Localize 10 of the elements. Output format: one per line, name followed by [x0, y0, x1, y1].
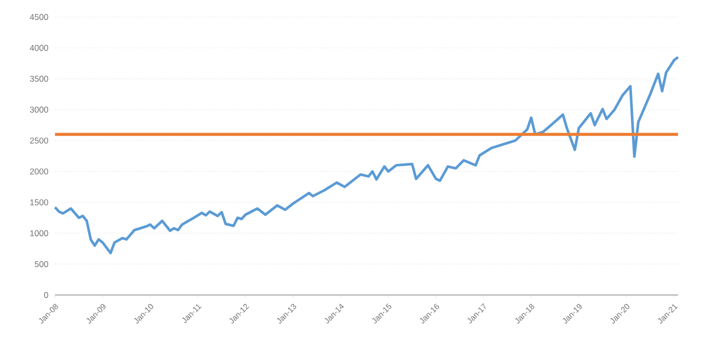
y-tick-label: 2000: [30, 168, 48, 174]
y-tick-label: 2500: [30, 138, 48, 144]
y-tick-label: 500: [34, 261, 48, 268]
y-tick-label: 4500: [30, 14, 48, 20]
y-tick-label: 3000: [30, 106, 48, 113]
y-tick-label: 1500: [30, 199, 48, 206]
y-tick-label: 1000: [30, 230, 48, 236]
y-tick-label: 4000: [30, 44, 48, 51]
y-tick-label: 3500: [30, 76, 48, 82]
y-tick-label: 0: [44, 292, 48, 298]
